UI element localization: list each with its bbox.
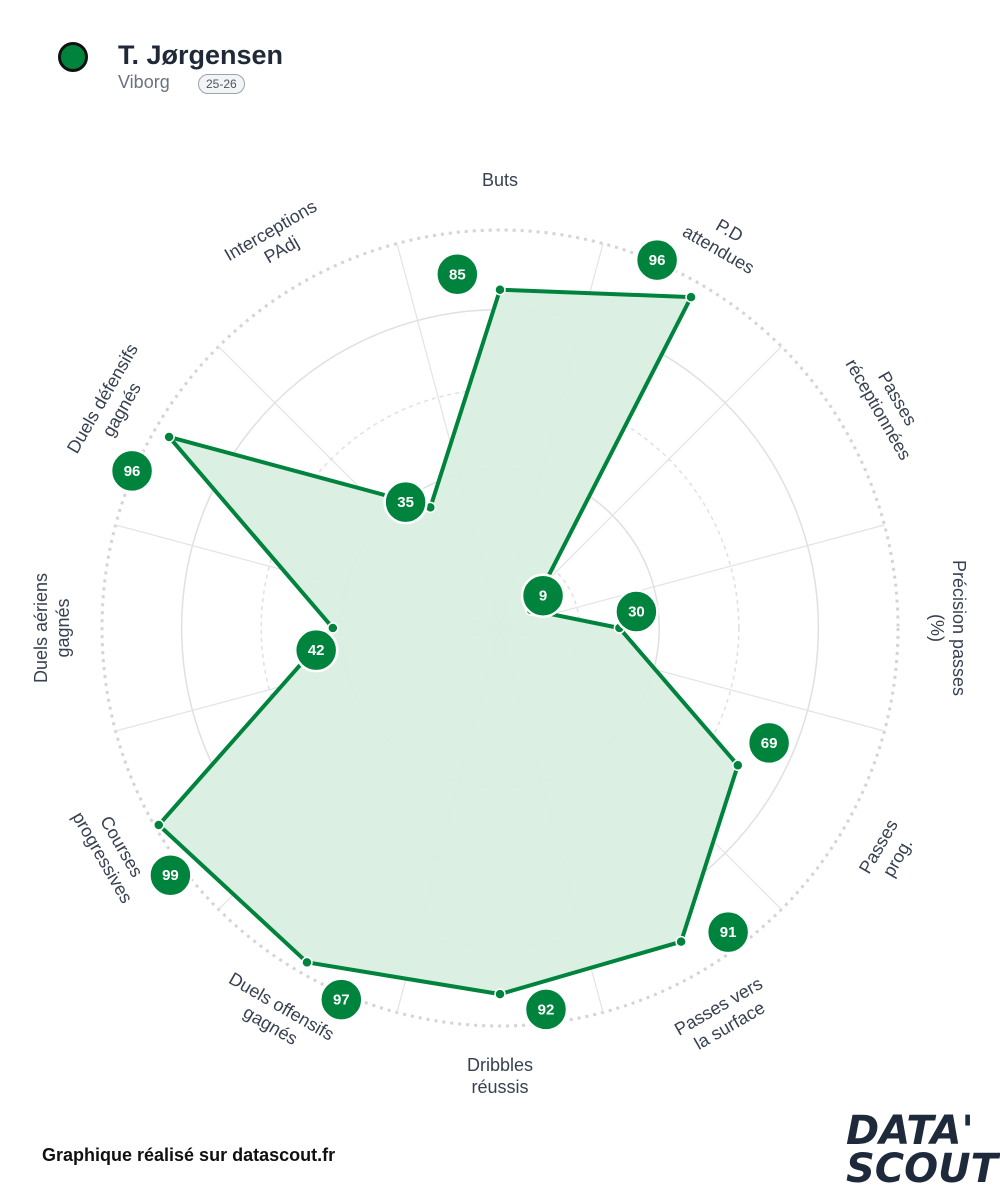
category-label-line: Précision passes	[949, 560, 969, 696]
value-badge	[435, 252, 480, 297]
category-label-line: Dribbles	[467, 1055, 533, 1075]
grid-spoke	[499, 524, 885, 629]
data-point	[685, 291, 697, 303]
data-point	[675, 935, 687, 948]
value-label: 35	[397, 494, 414, 511]
value-badge	[523, 987, 569, 1032]
logo-line-2: SCOUT	[846, 1146, 998, 1192]
team-color-dot	[58, 42, 88, 72]
value-label: 42	[308, 642, 325, 659]
value-label: 92	[538, 1001, 555, 1018]
data-point	[301, 956, 313, 969]
category-label-line: (%)	[927, 614, 947, 642]
value-label: 69	[761, 735, 778, 752]
value-label: 96	[649, 252, 666, 269]
grid-ring	[100, 228, 900, 1028]
value-label: 9	[539, 588, 547, 605]
value-badge	[520, 573, 566, 618]
value-label: 91	[720, 924, 737, 941]
data-point	[732, 759, 744, 772]
value-badge	[634, 237, 680, 283]
category-label: Précision passes(%)	[927, 560, 969, 696]
credit-text: Graphique réalisé sur datascout.fr	[42, 1145, 336, 1165]
value-badge	[109, 448, 155, 494]
value-badge	[614, 589, 659, 634]
value-badge	[148, 852, 193, 898]
data-point	[494, 283, 506, 296]
category-label-line: réussis	[471, 1077, 528, 1097]
grid-ring	[260, 388, 740, 868]
value-label: 30	[628, 604, 645, 621]
value-badge	[383, 479, 428, 525]
value-badge	[746, 720, 792, 766]
category-label-line: gagnés	[53, 598, 73, 657]
logo-line-1: DATA'	[846, 1108, 974, 1154]
category-label: Duels aériens gagnés	[31, 573, 73, 683]
value-label: 85	[449, 266, 466, 283]
player-header: T. Jørgensen Viborg 25-26	[58, 40, 658, 100]
player-name: T. Jørgensen	[118, 40, 284, 70]
data-point	[163, 431, 175, 443]
value-badge	[293, 627, 339, 673]
data-point	[153, 819, 165, 831]
category-label-line: Buts	[482, 170, 518, 190]
value-label: 99	[162, 867, 179, 884]
data-point	[327, 622, 339, 634]
value-label: 96	[124, 463, 141, 480]
value-badge	[319, 977, 364, 1022]
value-label: 97	[333, 992, 350, 1009]
category-label: Buts	[482, 170, 518, 190]
data-point	[494, 988, 506, 1000]
datascout-logo: DATA' SCOUT	[846, 1108, 998, 1192]
team-name: Viborg	[118, 72, 170, 92]
season-badge: 25-26	[198, 74, 245, 94]
value-badge	[705, 909, 751, 955]
category-label-line: Duels aériens	[31, 573, 51, 683]
